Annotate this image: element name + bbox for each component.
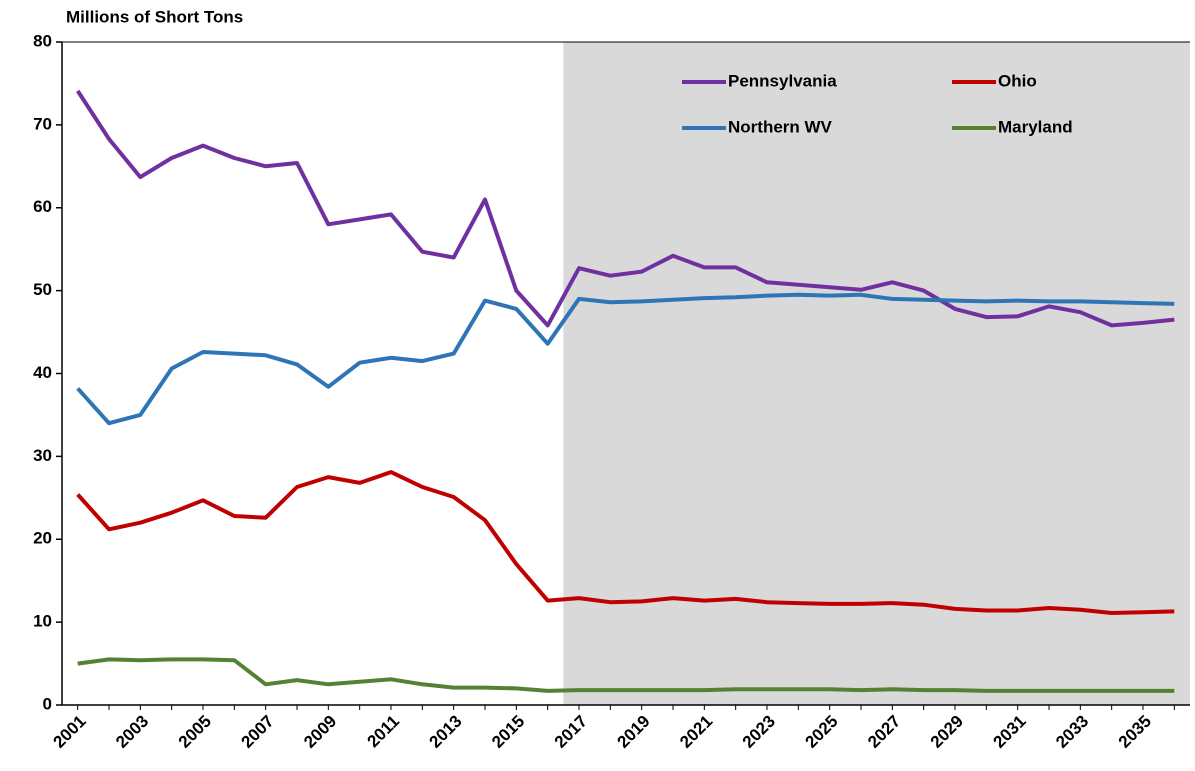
legend-label: Northern WV: [728, 117, 833, 136]
x-tick-label: 2023: [739, 712, 779, 752]
x-tick-label: 2001: [49, 712, 89, 752]
y-tick-label: 10: [33, 612, 52, 631]
line-series: [76, 470, 1175, 615]
line-series: [77, 657, 1175, 693]
chart-title: Millions of Short Tons: [66, 7, 243, 26]
x-tick-label: 2003: [112, 712, 152, 752]
x-tick-label: 2009: [300, 712, 340, 752]
x-tick-label: 2019: [613, 712, 653, 752]
x-tick-label: 2007: [237, 712, 277, 752]
line-series: [76, 89, 1175, 328]
legend-label: Ohio: [998, 71, 1037, 90]
y-tick-label: 80: [33, 31, 52, 50]
y-tick-label: 20: [33, 529, 52, 548]
x-tick-label: 2035: [1115, 712, 1155, 752]
x-tick-label: 2031: [989, 712, 1029, 752]
x-tick-label: 2005: [175, 712, 215, 752]
shaded-region: [563, 42, 1190, 705]
legend-label: Pennsylvania: [728, 71, 837, 90]
y-tick-label: 50: [33, 280, 52, 299]
x-tick-label: 2027: [864, 712, 904, 752]
x-tick-label: 2015: [488, 712, 528, 752]
x-tick-label: 2025: [801, 712, 841, 752]
x-tick-label: 2011: [363, 712, 403, 752]
y-tick-label: 0: [43, 694, 52, 713]
line-series: [76, 292, 1175, 426]
y-tick-label: 70: [33, 114, 52, 133]
y-tick-label: 60: [33, 197, 52, 216]
x-tick-label: 2013: [425, 712, 465, 752]
legend-label: Maryland: [998, 117, 1073, 136]
y-tick-label: 40: [33, 363, 52, 382]
x-tick-label: 2021: [676, 712, 716, 752]
x-tick-label: 2017: [551, 712, 591, 752]
x-tick-label: 2029: [927, 712, 967, 752]
x-tick-label: 2033: [1052, 712, 1092, 752]
y-tick-label: 30: [33, 446, 52, 465]
